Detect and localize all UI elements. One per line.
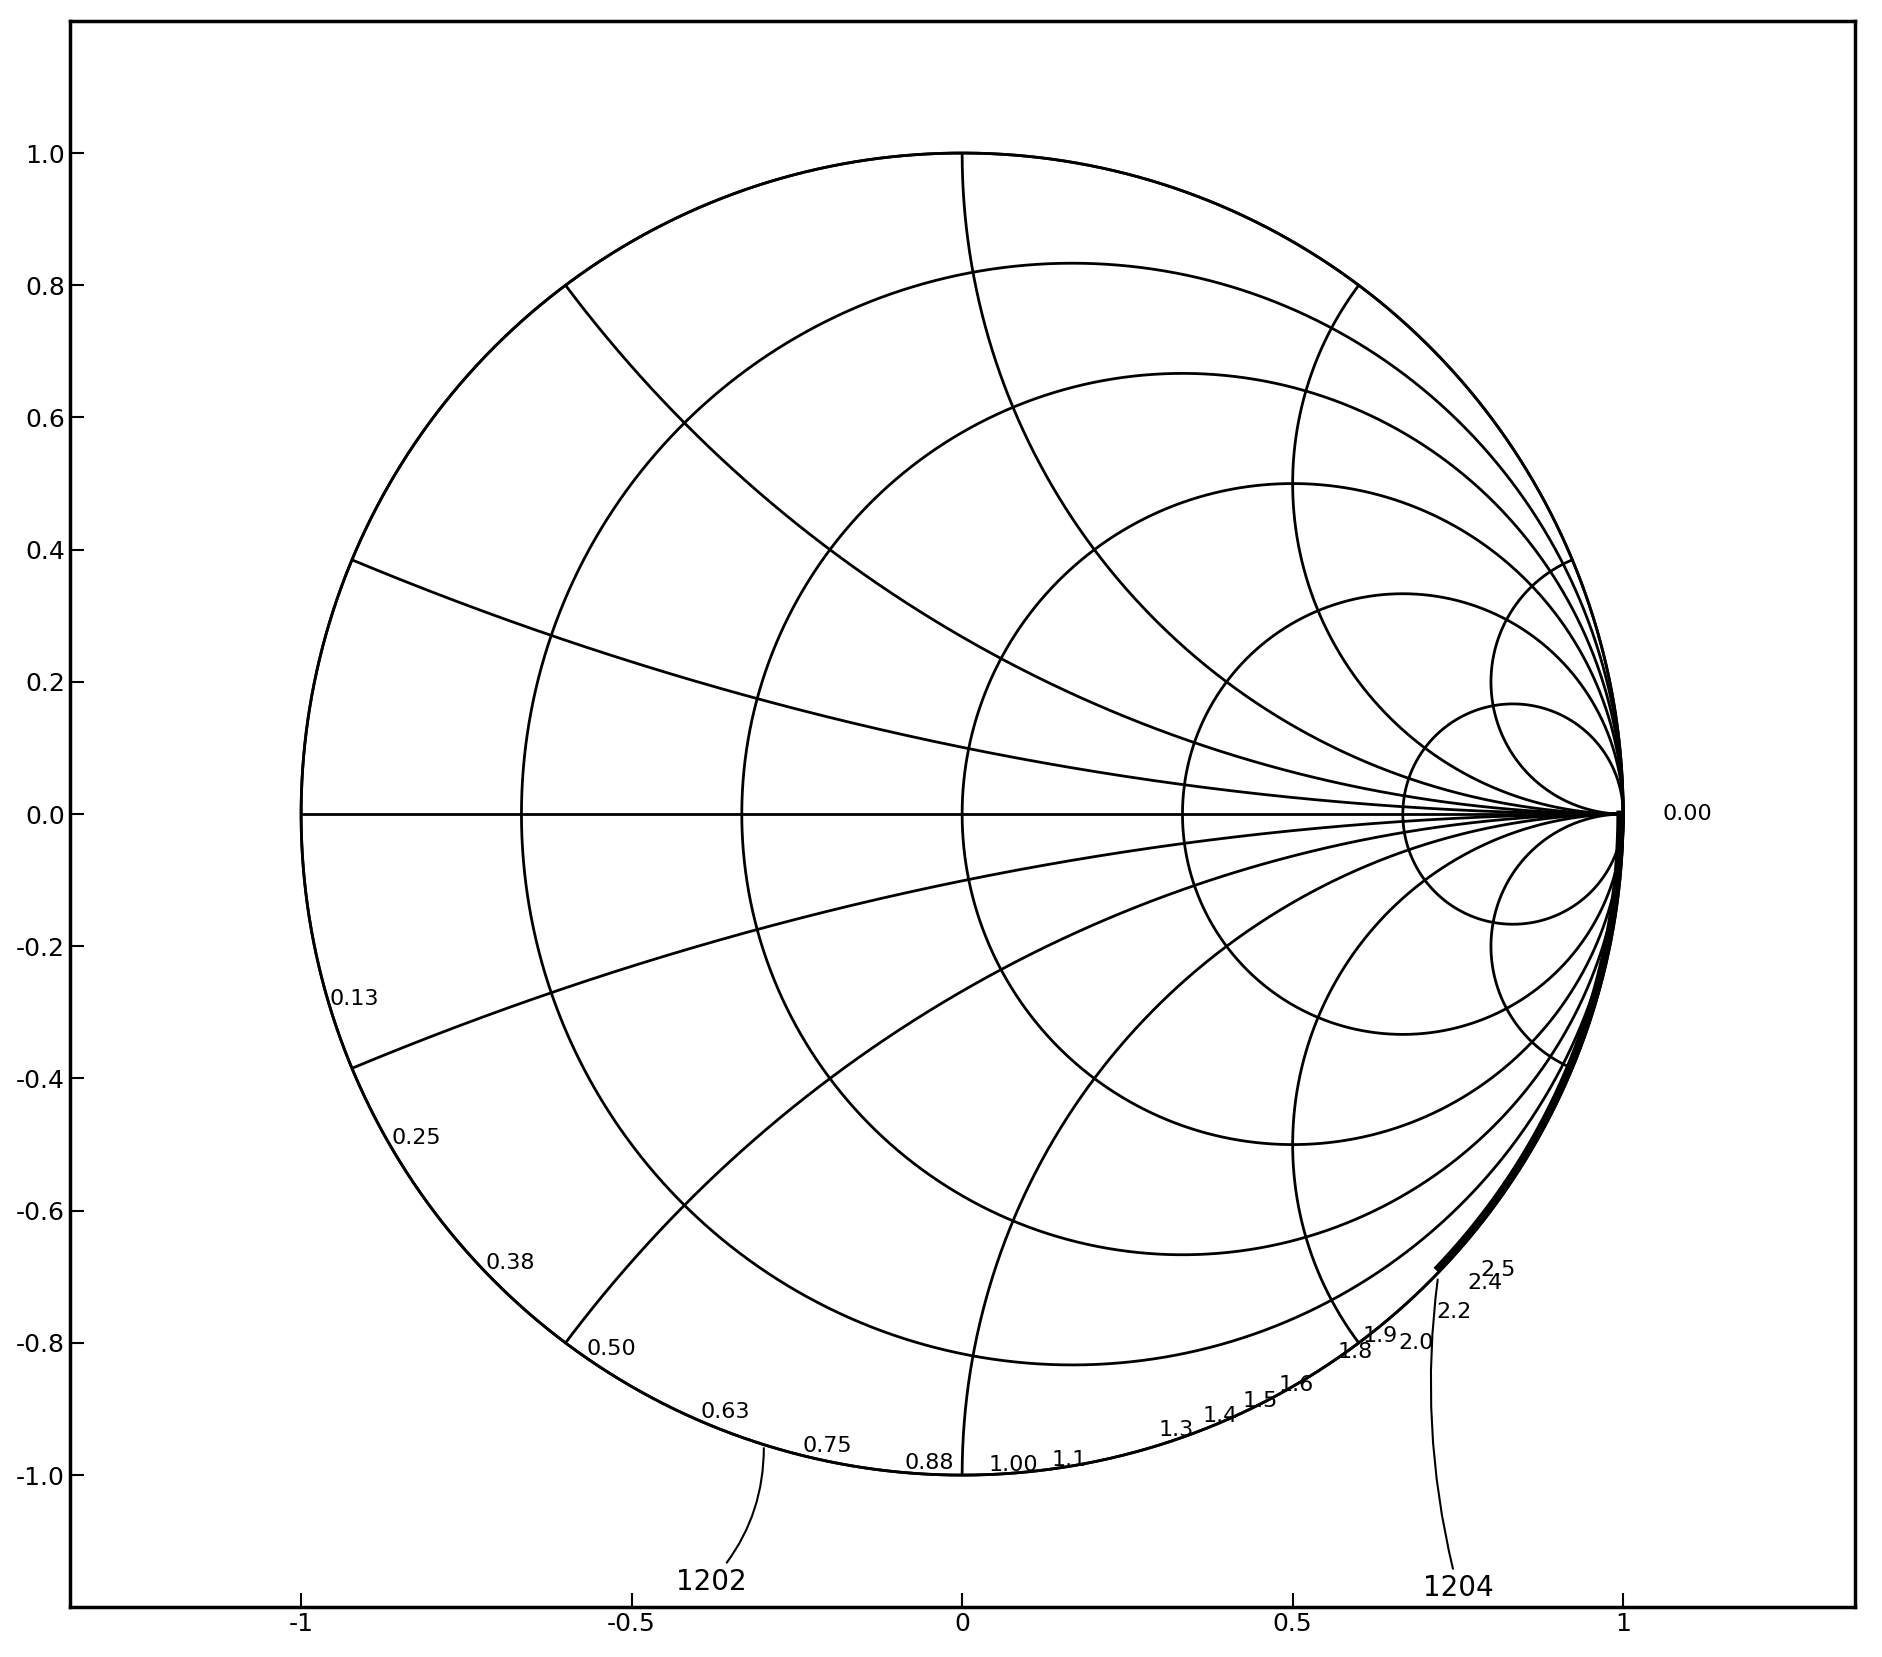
Text: 2.0: 2.0 [1398,1332,1434,1352]
Text: 1204: 1204 [1423,1279,1492,1602]
Text: 1202: 1202 [676,1448,764,1596]
Text: 0.25: 0.25 [391,1128,440,1148]
Text: 2.4: 2.4 [1468,1274,1502,1294]
Text: 0.00: 0.00 [1664,804,1713,824]
Text: 1.1: 1.1 [1052,1450,1086,1470]
Text: 2.5: 2.5 [1481,1259,1515,1279]
Text: 1.5: 1.5 [1242,1390,1278,1412]
Text: 1.9: 1.9 [1363,1326,1398,1345]
Text: 0.50: 0.50 [587,1339,636,1359]
Text: 1.8: 1.8 [1338,1342,1374,1362]
Text: 1.00: 1.00 [988,1455,1039,1475]
Text: 1.6: 1.6 [1278,1375,1314,1395]
Text: 0.63: 0.63 [700,1402,751,1422]
Text: 1.3: 1.3 [1157,1420,1193,1440]
Text: 1.4: 1.4 [1203,1407,1238,1427]
Text: 0.88: 0.88 [905,1453,954,1473]
Text: 2.2: 2.2 [1436,1302,1472,1322]
Text: 0.13: 0.13 [329,989,380,1009]
Text: 0.75: 0.75 [802,1437,853,1457]
Text: 0.38: 0.38 [486,1253,534,1273]
